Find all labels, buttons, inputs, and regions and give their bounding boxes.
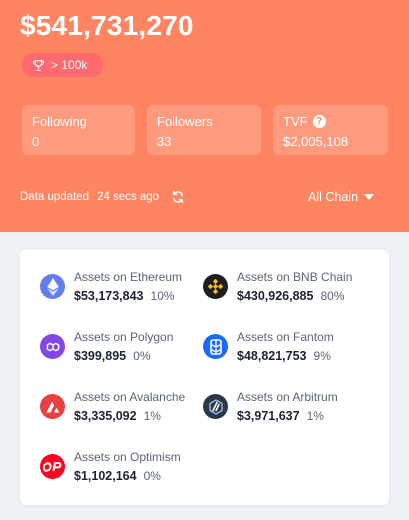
following-stat[interactable]: Following 0: [22, 105, 135, 155]
asset-label: Assets on Optimism: [74, 450, 181, 464]
bnb-chain-icon: [203, 274, 228, 299]
asset-percent: 1%: [306, 409, 324, 423]
asset-ethereum[interactable]: Assets on Ethereum $53,173,843 10%: [40, 270, 182, 303]
followers-label: Followers: [157, 114, 213, 129]
asset-percent: 80%: [320, 289, 345, 303]
profile-header: $541,731,270 > 100k Following 0 Follower…: [0, 0, 409, 232]
data-updated-time: 24 secs ago: [97, 191, 160, 203]
arbitrum-icon: [203, 394, 228, 419]
asset-amount: $53,173,843: [74, 289, 144, 303]
asset-avalanche[interactable]: Assets on Avalanche $3,335,092 1%: [40, 390, 185, 423]
data-updated-label: Data updated: [20, 191, 90, 203]
asset-label: Assets on Ethereum: [74, 270, 183, 284]
asset-polygon[interactable]: Assets on Polygon $399,895 0%: [40, 330, 173, 363]
following-label: Following: [32, 114, 87, 129]
refresh-icon[interactable]: [171, 190, 185, 204]
ethereum-icon: [40, 274, 65, 299]
trophy-icon: [32, 59, 45, 72]
asset-amount: $48,821,753: [237, 349, 307, 363]
fantom-icon: [203, 334, 228, 359]
followers-value: 33: [157, 134, 172, 149]
optimism-icon: [40, 454, 65, 479]
asset-percent: 1%: [143, 409, 161, 423]
total-value: $541,731,270: [20, 10, 194, 41]
asset-label: Assets on Avalanche: [74, 390, 186, 404]
asset-bnb-chain[interactable]: Assets on BNB Chain $430,926,885 80%: [203, 270, 352, 303]
asset-percent: 0%: [133, 349, 151, 363]
avalanche-icon: [40, 394, 65, 419]
asset-amount: $430,926,885: [237, 289, 314, 303]
tvf-value: $2,005,108: [283, 134, 349, 149]
asset-label: Assets on Fantom: [237, 330, 334, 344]
asset-amount: $399,895: [74, 349, 127, 363]
rank-badge-label: > 100k: [51, 58, 88, 72]
asset-amount: $3,335,092: [74, 409, 137, 423]
asset-percent: 10%: [150, 289, 175, 303]
asset-amount: $1,102,164: [74, 469, 137, 483]
chain-filter-label: All Chain: [308, 190, 359, 204]
chevron-down-icon: [364, 194, 375, 200]
chain-filter-dropdown[interactable]: All Chain: [308, 190, 375, 204]
asset-label: Assets on Arbitrum: [237, 390, 338, 404]
asset-percent: 9%: [313, 349, 331, 363]
tvf-label: TVF: [283, 114, 308, 129]
rank-badge: > 100k: [22, 53, 103, 77]
followers-stat[interactable]: Followers 33: [147, 105, 261, 155]
help-icon[interactable]: ?: [312, 115, 326, 128]
asset-amount: $3,971,637: [237, 409, 300, 423]
following-value: 0: [32, 134, 40, 149]
asset-percent: 0%: [143, 469, 161, 483]
assets-by-chain-card: Assets on Ethereum $53,173,843 10% Asset…: [20, 250, 389, 505]
asset-fantom[interactable]: Assets on Fantom $48,821,753 9%: [203, 330, 334, 363]
asset-optimism[interactable]: Assets on Optimism $1,102,164 0%: [40, 450, 181, 483]
tvf-stat: TVF ? $2,005,108: [273, 105, 388, 155]
polygon-icon: [40, 334, 65, 359]
asset-arbitrum[interactable]: Assets on Arbitrum $3,971,637 1%: [203, 390, 338, 423]
asset-label: Assets on Polygon: [74, 330, 174, 344]
asset-label: Assets on BNB Chain: [237, 270, 353, 284]
data-updated-status: Data updated 24 secs ago: [20, 190, 185, 204]
